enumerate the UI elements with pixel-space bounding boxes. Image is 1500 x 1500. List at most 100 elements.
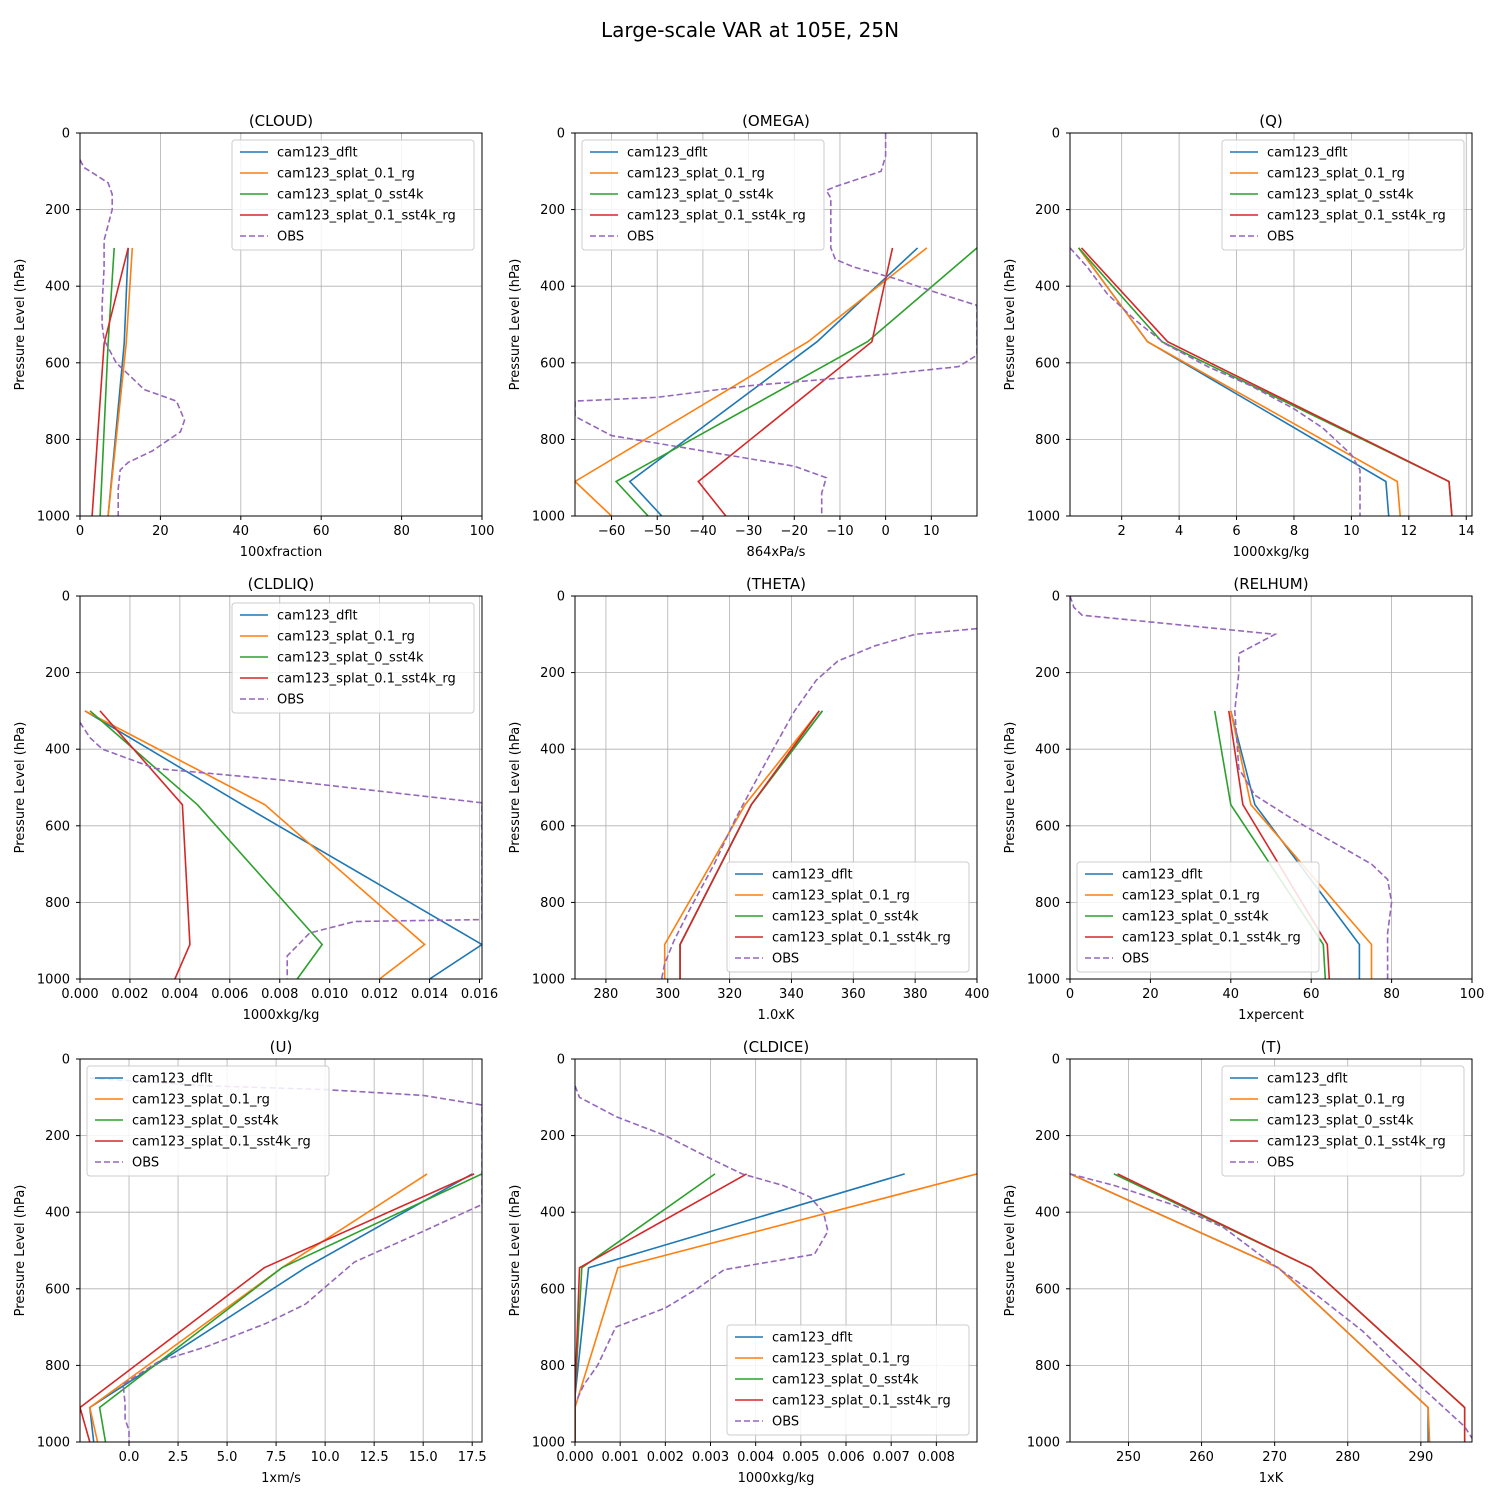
- y-tick-label: 200: [45, 203, 70, 218]
- legend: cam123_dflt cam123_splat_0.1_rg cam123_spl…: [231, 602, 475, 714]
- axes-frame: [1069, 595, 1473, 980]
- x-axis-label: 100xfraction: [240, 545, 322, 560]
- x-tick-label: 4: [1175, 524, 1183, 539]
- series-line-cam123_splat_0.1_rg: [663, 710, 820, 979]
- x-tick-label: −60: [598, 524, 625, 539]
- series-line-cam123_splat_0_sst4k: [614, 247, 977, 516]
- series-line-cam123_dflt: [88, 1173, 473, 1442]
- y-tick-label: 800: [45, 896, 70, 911]
- legend-label: cam123_dflt: [277, 609, 358, 624]
- y-tick-label: 400: [540, 743, 565, 758]
- series-line-cam123_splat_0.1_rg: [107, 247, 134, 516]
- series-line-cam123_splat_0.1_sst4k_rg: [697, 247, 894, 516]
- y-tick-label: 600: [540, 1282, 565, 1297]
- y-tick-label: 800: [540, 433, 565, 448]
- y-tick-label: 1000: [37, 1436, 70, 1451]
- series-line-cam123_splat_0.1_sst4k_rg: [99, 710, 191, 979]
- legend-box: [726, 1324, 970, 1436]
- y-tick-label: 200: [1035, 1129, 1060, 1144]
- series-line-cam123_splat_0_sst4k: [98, 1173, 482, 1442]
- legend-box: [231, 139, 475, 251]
- x-tick-label: −20: [781, 524, 808, 539]
- y-tick-label: 600: [540, 819, 565, 834]
- series-line-OBS: [80, 159, 186, 516]
- axes-frame: [574, 595, 978, 980]
- series-line-cam123_dflt: [84, 710, 482, 979]
- x-tick-label: 0.000: [61, 987, 98, 1002]
- legend-label: cam123_dflt: [772, 868, 853, 883]
- legend-label: cam123_splat_0.1_sst4k_rg: [132, 1135, 311, 1150]
- y-tick-label: 600: [1035, 819, 1060, 834]
- legend-label: cam123_dflt: [1267, 146, 1348, 161]
- legend: cam123_dflt cam123_splat_0.1_rg cam123_spl…: [1076, 861, 1320, 973]
- x-tick-label: 14: [1458, 524, 1475, 539]
- series-line-cam123_splat_0_sst4k: [1078, 247, 1453, 516]
- x-tick-label: 10: [923, 524, 940, 539]
- y-tick-label: 600: [45, 356, 70, 371]
- y-tick-label: 0: [557, 1053, 565, 1068]
- x-tick-label: 5.0: [217, 1450, 238, 1465]
- x-tick-label: 280: [1335, 1450, 1360, 1465]
- legend-label: cam123_splat_0.1_rg: [627, 167, 765, 182]
- x-tick-label: 2.5: [168, 1450, 189, 1465]
- panel-title: (CLDLIQ): [248, 575, 315, 593]
- x-tick-label: 300: [655, 987, 680, 1002]
- y-axis-label: Pressure Level (hPa): [1003, 1185, 1018, 1317]
- y-tick-label: 1000: [37, 510, 70, 525]
- y-tick-label: 1000: [532, 1436, 565, 1451]
- legend-label: cam123_splat_0.1_sst4k_rg: [1267, 1135, 1446, 1150]
- legend: cam123_dflt cam123_splat_0.1_rg cam123_spl…: [86, 1065, 330, 1177]
- panel-title: (CLDICE): [743, 1038, 809, 1056]
- legend-label: cam123_splat_0.1_sst4k_rg: [277, 209, 456, 224]
- x-tick-label: 8: [1290, 524, 1298, 539]
- y-tick-label: 800: [540, 1359, 565, 1374]
- series-line-cam123_splat_0_sst4k: [575, 1173, 716, 1442]
- y-tick-label: 200: [540, 1129, 565, 1144]
- x-tick-label: 250: [1116, 1450, 1141, 1465]
- y-axis-label: Pressure Level (hPa): [13, 1185, 28, 1317]
- legend: cam123_dflt cam123_splat_0.1_rg cam123_spl…: [1221, 139, 1465, 251]
- x-axis-label: 1xm/s: [261, 1471, 301, 1486]
- x-axis-label: 1000xkg/kg: [243, 1008, 320, 1023]
- y-tick-label: 400: [1035, 743, 1060, 758]
- y-tick-label: 0: [62, 590, 70, 605]
- x-tick-label: 60: [1303, 987, 1320, 1002]
- panel-title: (THETA): [746, 575, 806, 593]
- x-tick-label: 320: [717, 987, 742, 1002]
- y-tick-label: 800: [1035, 896, 1060, 911]
- x-tick-label: 17.5: [458, 1450, 487, 1465]
- x-tick-label: −10: [826, 524, 853, 539]
- y-tick-label: 400: [45, 280, 70, 295]
- x-tick-label: 0.010: [311, 987, 348, 1002]
- y-tick-label: 0: [1052, 590, 1060, 605]
- panel-title: (CLOUD): [249, 112, 313, 130]
- series-line-cam123_splat_0.1_rg: [575, 1173, 977, 1442]
- panel-5: 0 20 40 60 80 10002004006008001000(RELHUM)1xp…: [1003, 575, 1484, 1023]
- y-tick-label: 0: [62, 127, 70, 142]
- x-tick-label: 0.001: [602, 1450, 639, 1465]
- y-tick-label: 200: [1035, 666, 1060, 681]
- series-line-cam123_splat_0_sst4k: [89, 710, 324, 979]
- axes-frame: [1069, 1058, 1473, 1443]
- panel-4: 280 300 320 340 360 380 400 0 200 400 600 800 1000 (T…: [508, 575, 989, 1023]
- x-tick-label: 360: [841, 987, 866, 1002]
- series-line-cam123_splat_0.1_sst4k_rg: [1080, 247, 1453, 516]
- legend-box: [726, 861, 970, 973]
- legend: cam123_dflt cam123_splat_0.1_rg cam123_spl…: [231, 139, 475, 251]
- panel-6: 0.0 2.5 5.0 7.5 10.0 12.5 15.0 17.5 0 200 400 600 80…: [13, 1038, 487, 1486]
- axes-frame: [79, 1058, 483, 1443]
- x-tick-label: 0.002: [111, 987, 148, 1002]
- y-tick-label: 0: [557, 590, 565, 605]
- legend-box: [581, 139, 825, 251]
- y-tick-label: 1000: [37, 973, 70, 988]
- x-tick-label: 0.008: [918, 1450, 955, 1465]
- y-tick-label: 0: [1052, 127, 1060, 142]
- legend-label: cam123_splat_0_sst4k: [1267, 188, 1414, 203]
- x-tick-label: 100: [1460, 987, 1485, 1002]
- legend-box: [1076, 861, 1320, 973]
- figure-title: Large-scale VAR at 105E, 25N: [601, 18, 899, 42]
- y-tick-label: 400: [45, 743, 70, 758]
- y-tick-label: 200: [540, 666, 565, 681]
- legend: cam123_dflt cam123_splat_0.1_rg cam123_spl…: [726, 1324, 970, 1436]
- x-tick-label: 0.004: [737, 1450, 774, 1465]
